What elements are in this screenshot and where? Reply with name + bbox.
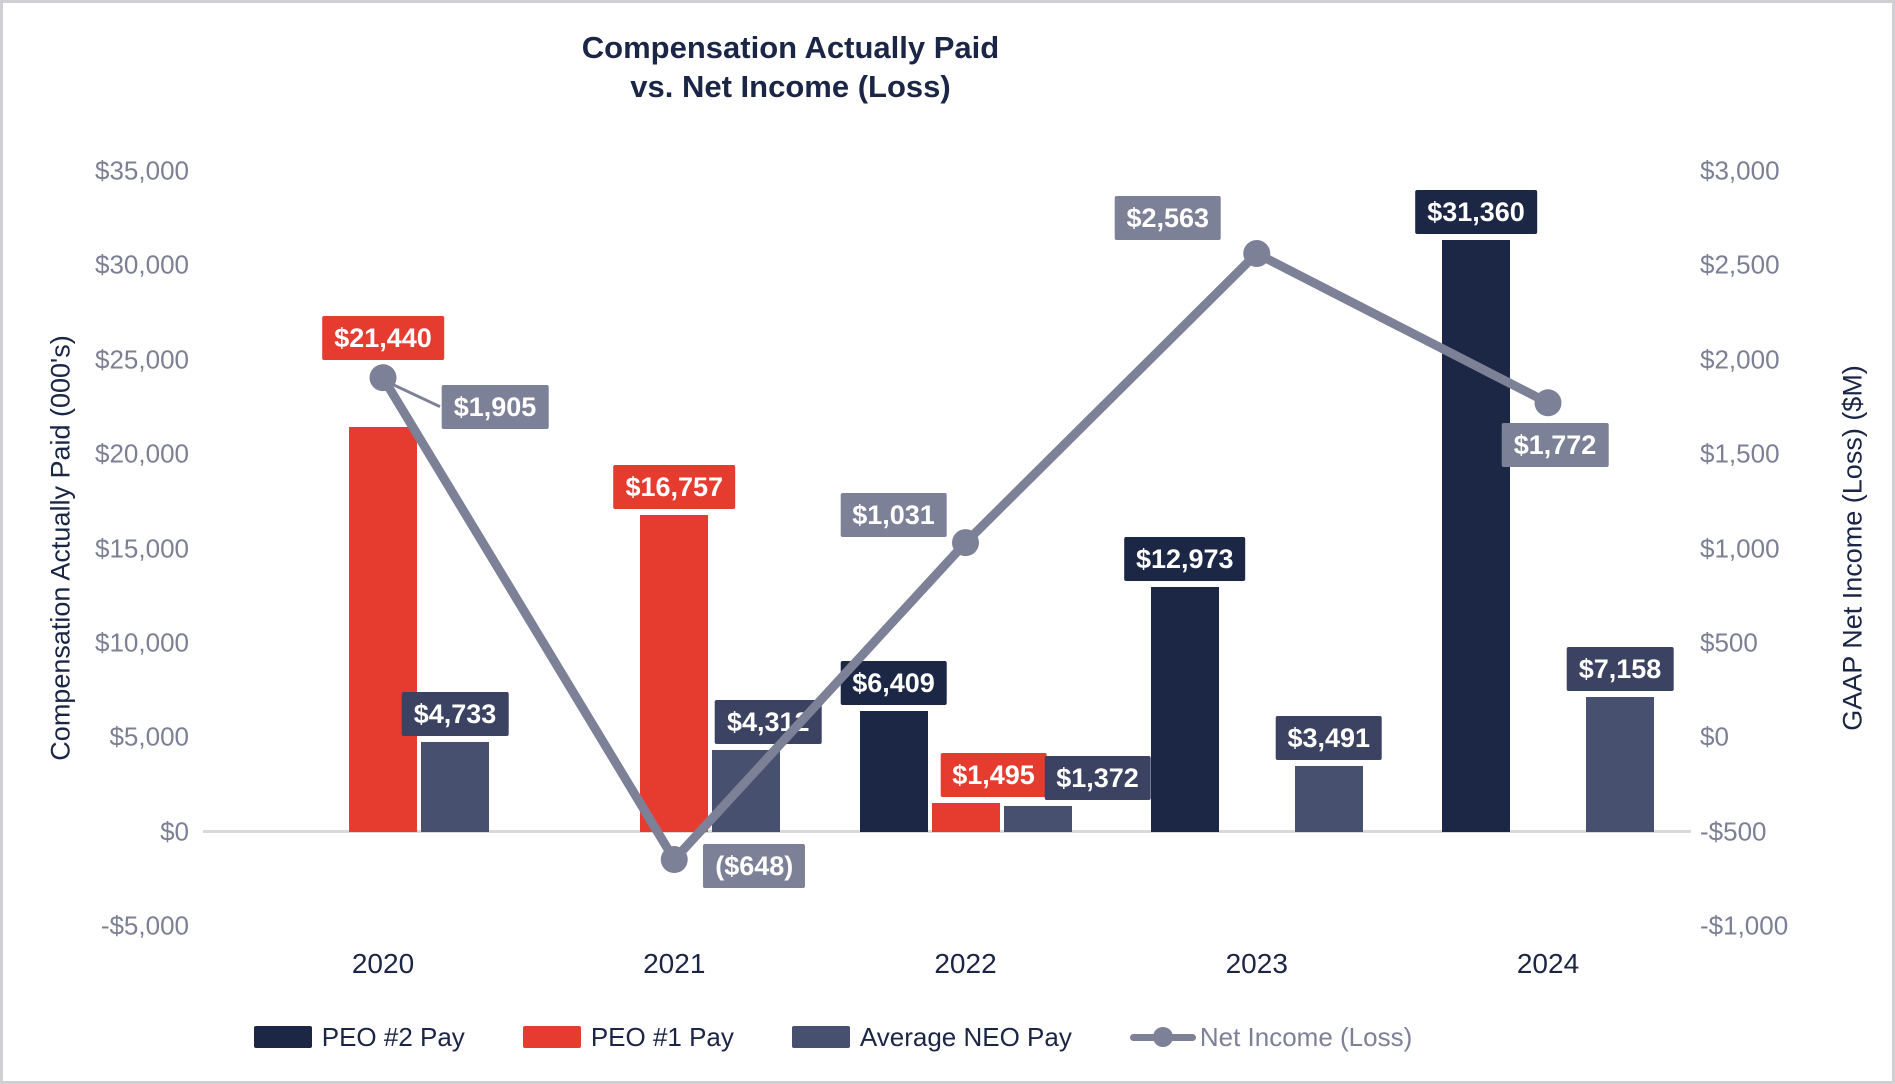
left-axis-tick-8: -$5,000 bbox=[100, 910, 189, 941]
right-axis-tick-4: $1,000 bbox=[1700, 533, 1780, 563]
legend-label-peo-2-pay: PEO #2 Pay bbox=[321, 1021, 465, 1052]
bar-average-neo-pay-2022[interactable] bbox=[1003, 805, 1072, 832]
net-income-label-2021: ($648) bbox=[703, 843, 806, 888]
bar-label-peo-2-pay-2023: $12,973 bbox=[1123, 536, 1246, 581]
bar-label-average-neo-pay-2022: $1,372 bbox=[1044, 755, 1151, 800]
legend-item-peo-2-pay[interactable]: PEO #2 Pay bbox=[253, 1021, 465, 1053]
bar-label-peo-1-pay-2021: $16,757 bbox=[613, 465, 736, 510]
bar-label-average-neo-pay-2023: $3,491 bbox=[1275, 715, 1383, 760]
bar-peo-2-pay-2022[interactable] bbox=[859, 710, 928, 832]
legend-swatch-peo-1-pay bbox=[522, 1026, 581, 1048]
left-axis-tick-6: $5,000 bbox=[109, 721, 189, 752]
left-axis-tick-3: $20,000 bbox=[95, 438, 189, 469]
left-axis-tick-5: $10,000 bbox=[95, 627, 189, 658]
bar-label-average-neo-pay-2024: $7,158 bbox=[1566, 646, 1674, 691]
net-income-marker-2024[interactable] bbox=[1534, 389, 1562, 417]
x-axis-label-2022: 2022 bbox=[934, 948, 997, 979]
right-axis-tick-5: $500 bbox=[1700, 627, 1758, 658]
net-income-connector-2020 bbox=[388, 381, 441, 409]
net-income-marker-2023[interactable] bbox=[1243, 239, 1271, 267]
right-axis-tick-0: $3,000 bbox=[1700, 155, 1780, 186]
right-axis-tick-1: $2,500 bbox=[1700, 249, 1780, 280]
left-axis-tick-7: $0 bbox=[160, 816, 189, 847]
bar-peo-2-pay-2023[interactable] bbox=[1150, 586, 1219, 832]
net-income-label-2023: $2,563 bbox=[1114, 196, 1222, 241]
x-axis-label-2020: 2020 bbox=[351, 948, 415, 979]
bar-average-neo-pay-2020[interactable] bbox=[421, 742, 489, 832]
net-income-line bbox=[378, 248, 1553, 865]
bar-peo-1-pay-2022[interactable] bbox=[931, 803, 1000, 832]
legend-label-peo-1-pay: PEO #1 Pay bbox=[590, 1021, 734, 1052]
bar-average-neo-pay-2023[interactable] bbox=[1294, 765, 1363, 832]
net-income-label-2020: $1,905 bbox=[441, 384, 549, 429]
x-axis-label-2023: 2023 bbox=[1225, 948, 1288, 979]
chart-title-line1: Compensation Actually Paid bbox=[581, 30, 1000, 65]
x-axis-label-2024: 2024 bbox=[1516, 948, 1580, 979]
bar-peo-2-pay-2024[interactable] bbox=[1442, 239, 1510, 832]
right-axis-tick-6: $0 bbox=[1700, 721, 1729, 752]
right-axis-tick-8: -$1,000 bbox=[1700, 910, 1789, 941]
legend: PEO #2 Pay PEO #1 Pay Average NEO Pay Net I… bbox=[3, 1011, 1663, 1063]
left-axis-tick-2: $25,000 bbox=[95, 344, 189, 375]
bar-average-neo-pay-2024[interactable] bbox=[1586, 696, 1654, 832]
bar-label-peo-1-pay-2022: $1,495 bbox=[940, 753, 1047, 798]
right-axis-tick-2: $2,000 bbox=[1700, 344, 1780, 375]
bar-label-peo-2-pay-2024: $31,360 bbox=[1415, 189, 1537, 234]
net-income-marker-2022[interactable] bbox=[952, 529, 979, 557]
legend-label-net-income-loss: Net Income (Loss) bbox=[1199, 1021, 1413, 1052]
net-income-label-2024: $1,772 bbox=[1501, 422, 1609, 467]
legend-line-dot bbox=[1152, 1027, 1173, 1047]
chart-title: Compensation Actually Paid vs. Net Incom… bbox=[3, 28, 1578, 106]
left-axis-tick-4: $15,000 bbox=[95, 533, 189, 563]
net-income-marker-2021[interactable] bbox=[660, 846, 688, 874]
bar-label-peo-2-pay-2022: $6,409 bbox=[840, 660, 947, 705]
plot-area: $35,000 $30,000 $25,000 $20,000 $15,000 $10,0… bbox=[3, 3, 1892, 1081]
net-income-label-2022: $1,031 bbox=[840, 492, 947, 537]
legend-line-marker-icon bbox=[1129, 1026, 1196, 1048]
zero-baseline bbox=[203, 830, 1691, 834]
bar-peo-1-pay-2021[interactable] bbox=[640, 515, 709, 832]
legend-label-average-neo-pay: Average NEO Pay bbox=[859, 1021, 1072, 1052]
legend-item-peo-1-pay[interactable]: PEO #1 Pay bbox=[522, 1021, 734, 1053]
legend-item-net-income-loss[interactable]: Net Income (Loss) bbox=[1129, 1021, 1413, 1053]
bar-peo-1-pay-2020[interactable] bbox=[349, 426, 417, 832]
right-axis-tick-3: $1,500 bbox=[1700, 438, 1780, 469]
bar-label-average-neo-pay-2020: $4,733 bbox=[401, 692, 509, 737]
left-axis-tick-1: $30,000 bbox=[95, 249, 189, 280]
legend-swatch-average-neo-pay bbox=[791, 1026, 850, 1048]
right-axis-tick-7: -$500 bbox=[1700, 816, 1767, 847]
bar-average-neo-pay-2021[interactable] bbox=[712, 750, 781, 832]
bar-label-peo-1-pay-2020: $21,440 bbox=[322, 315, 444, 360]
chart-title-line2: vs. Net Income (Loss) bbox=[630, 69, 951, 104]
legend-swatch-peo-2-pay bbox=[253, 1026, 312, 1048]
legend-item-average-neo-pay[interactable]: Average NEO Pay bbox=[791, 1021, 1072, 1053]
net-income-marker-2020[interactable] bbox=[369, 364, 397, 392]
net-income-line-layer bbox=[369, 239, 1562, 874]
left-axis-tick-0: $35,000 bbox=[95, 155, 189, 186]
x-axis-label-2021: 2021 bbox=[643, 948, 706, 979]
